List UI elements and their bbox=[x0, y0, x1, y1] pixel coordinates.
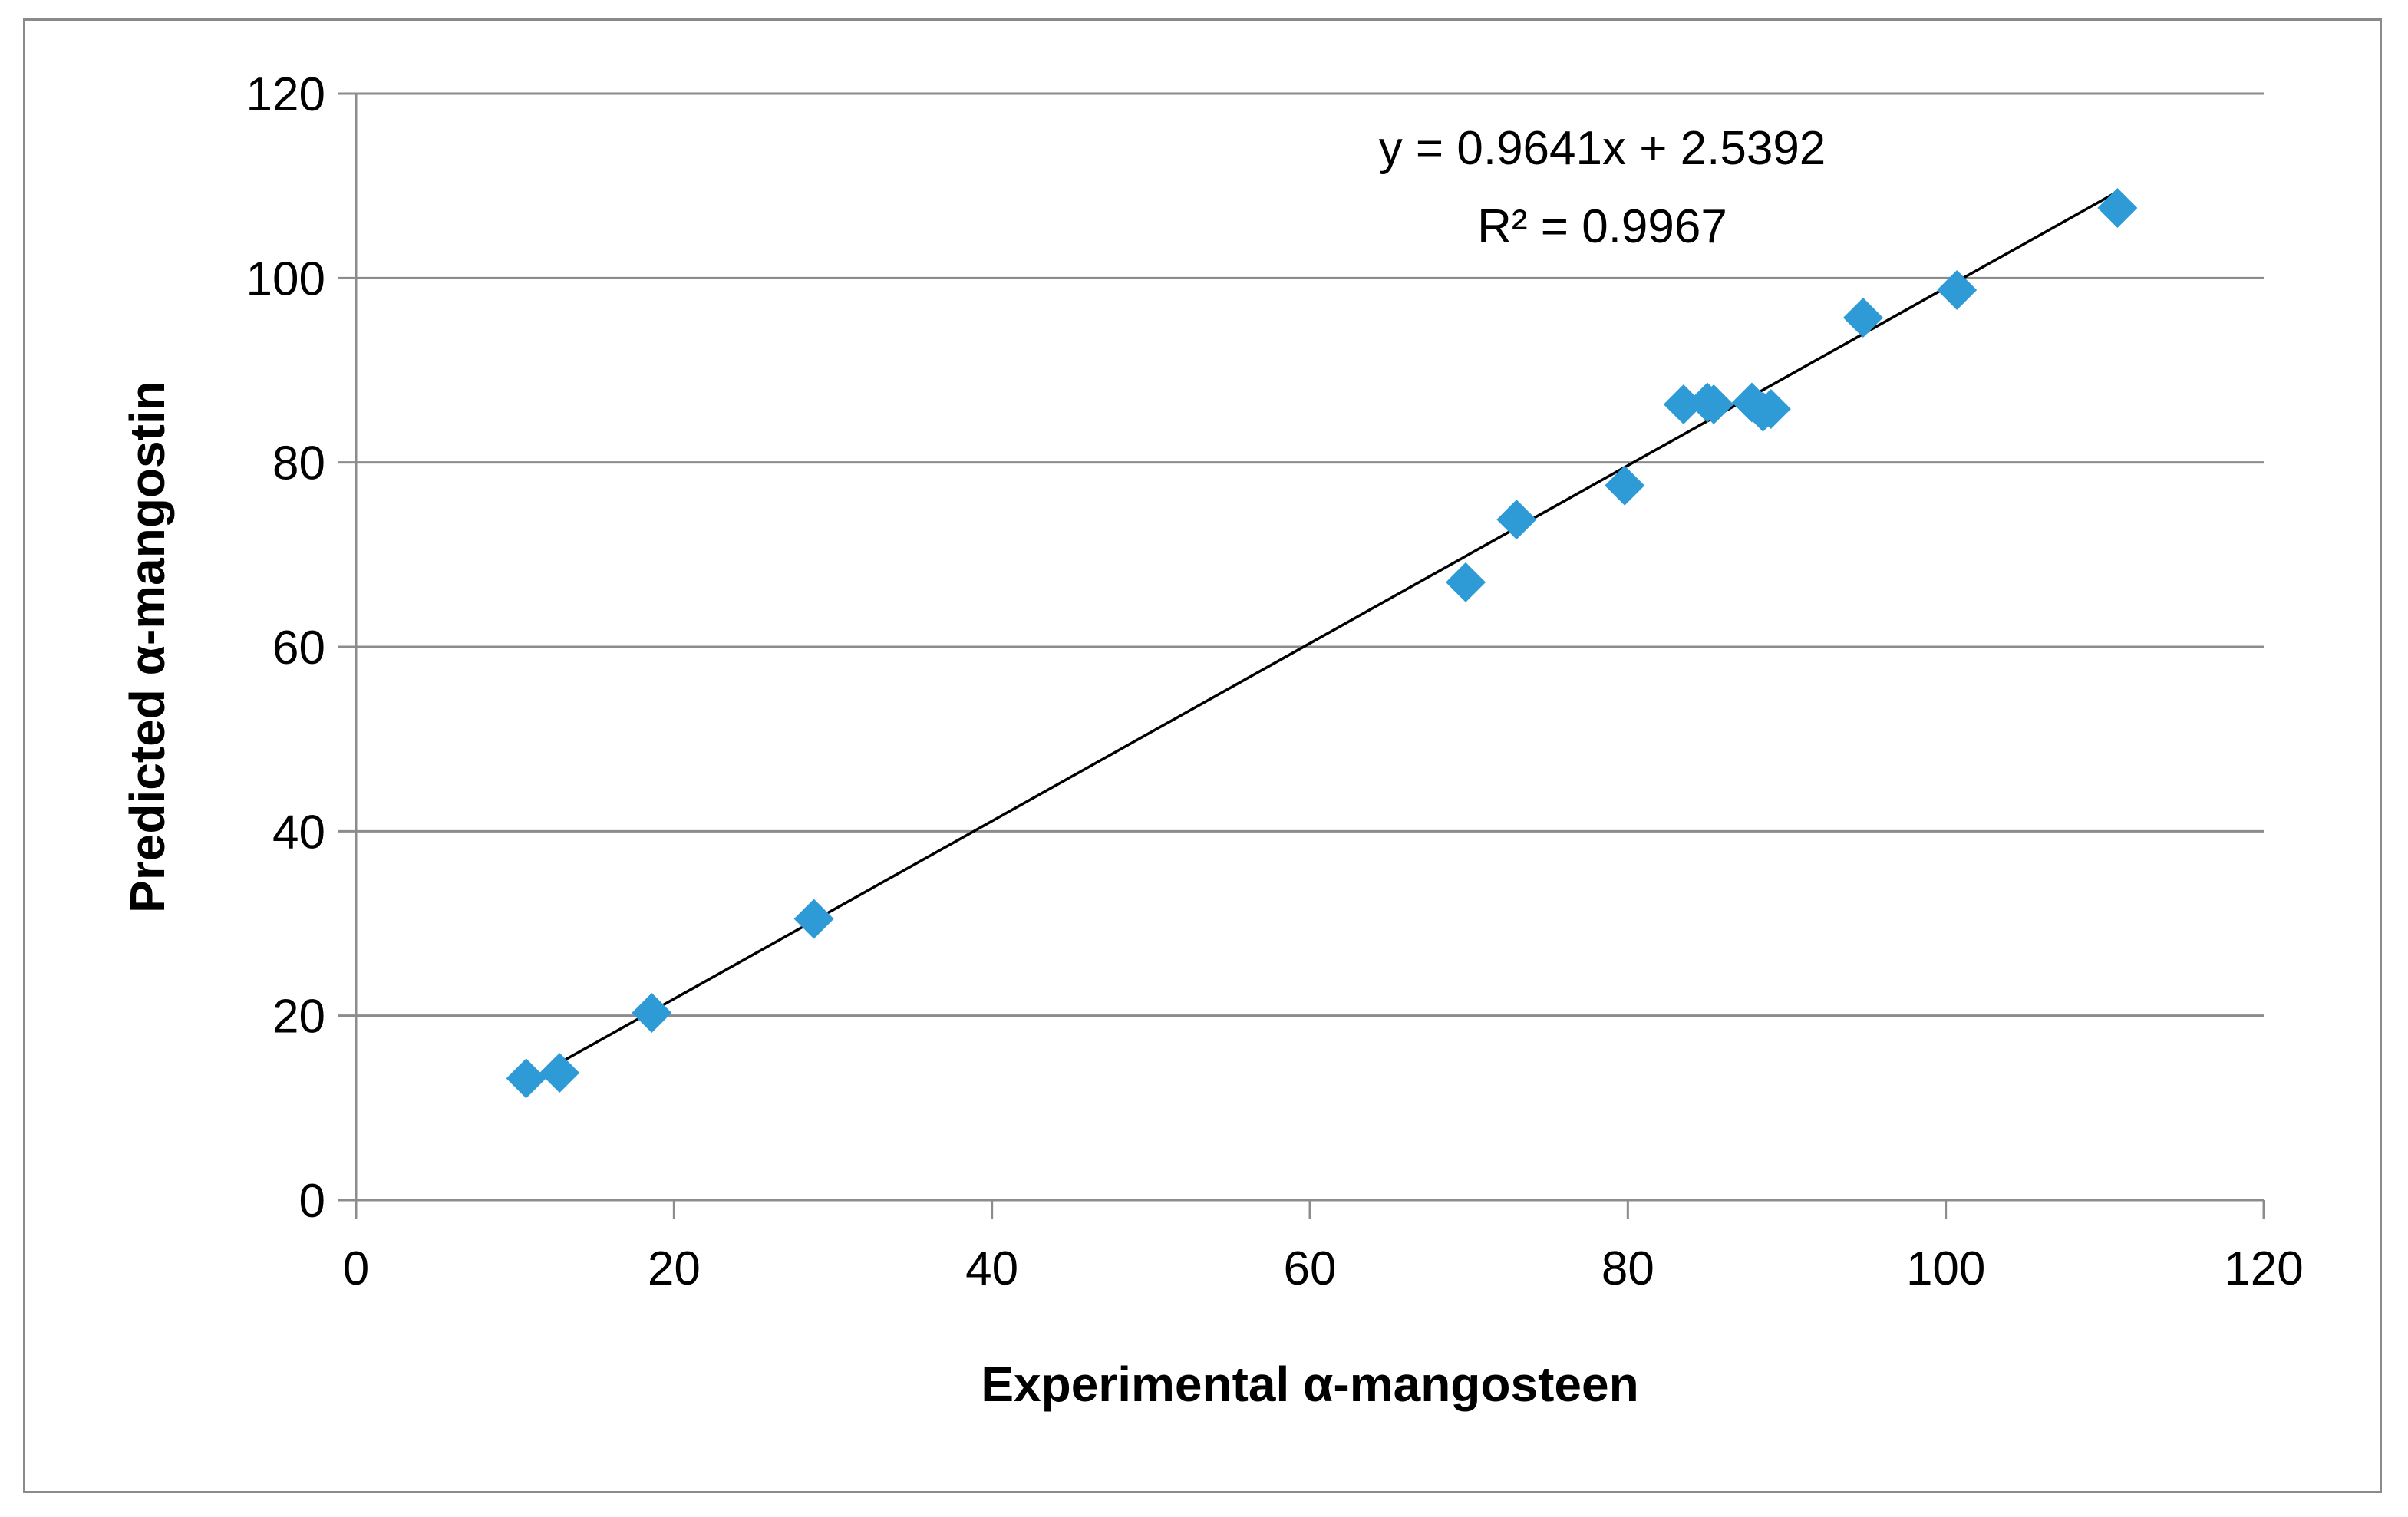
y-tick-label: 80 bbox=[272, 437, 325, 490]
x-tick-label: 100 bbox=[1906, 1242, 1985, 1295]
y-tick-label: 60 bbox=[272, 622, 325, 674]
x-tick-label: 20 bbox=[648, 1242, 701, 1295]
x-tick-label: 120 bbox=[2224, 1242, 2303, 1295]
chart-frame bbox=[23, 18, 2382, 1493]
x-tick-label: 40 bbox=[965, 1242, 1018, 1295]
trendline bbox=[525, 190, 2119, 1083]
data-point bbox=[539, 1053, 580, 1093]
x-tick-label: 0 bbox=[343, 1242, 369, 1295]
trendline-layer bbox=[525, 190, 2119, 1083]
y-tick-label: 20 bbox=[272, 991, 325, 1044]
x-tick-label: 80 bbox=[1601, 1242, 1654, 1295]
y-axis-title: Predicted α-mangostin bbox=[120, 381, 175, 913]
data-point bbox=[2097, 188, 2138, 229]
data-point bbox=[1750, 388, 1791, 429]
data-point bbox=[1605, 465, 1645, 506]
x-tick-label: 60 bbox=[1284, 1242, 1337, 1295]
data-point bbox=[1694, 384, 1734, 424]
y-tick-label: 120 bbox=[246, 68, 325, 121]
text-layer: 0 20 40 60 80 100 120 0 20 40 60 80 100 120 Experiment… bbox=[120, 68, 2304, 1412]
y-tick-label: 0 bbox=[299, 1175, 325, 1228]
grid-layer bbox=[356, 92, 2264, 1017]
y-tick-label: 100 bbox=[246, 252, 325, 305]
data-point bbox=[1446, 562, 1486, 602]
trendline-r-squared: R² = 0.9967 bbox=[1477, 200, 1727, 253]
data-point bbox=[506, 1058, 546, 1099]
y-tick-label: 40 bbox=[272, 806, 325, 859]
trendline-equation: y = 0.9641x + 2.5392 bbox=[1379, 122, 1826, 175]
axis-layer bbox=[338, 92, 2265, 1219]
data-point bbox=[632, 993, 672, 1034]
data-point bbox=[1937, 269, 1978, 310]
x-axis-title: Experimental α-mangosteen bbox=[981, 1357, 1638, 1412]
data-point bbox=[793, 899, 834, 939]
data-point bbox=[1496, 500, 1537, 540]
data-point bbox=[1842, 298, 1883, 338]
data-point bbox=[1663, 384, 1704, 424]
data-points-layer bbox=[506, 188, 2138, 1099]
